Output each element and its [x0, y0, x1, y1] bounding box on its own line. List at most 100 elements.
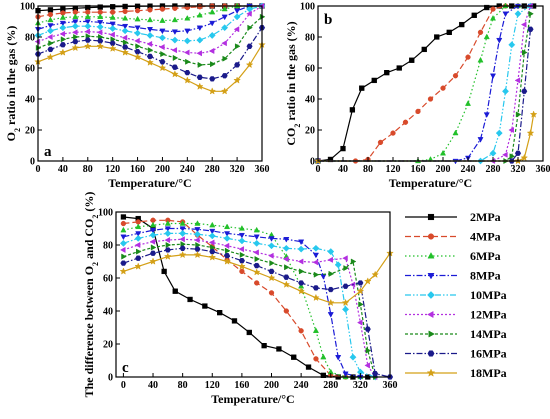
data-point-4MPa	[147, 7, 153, 13]
data-point-12MPa	[238, 246, 245, 253]
x-axis-title: Temperature/°C	[108, 176, 191, 190]
data-point-10MPa	[196, 36, 204, 44]
data-point-16MPa	[84, 37, 91, 43]
data-point-10MPa	[109, 25, 117, 32]
y-tick-label: 20	[103, 340, 113, 351]
data-point-18MPa	[252, 268, 261, 276]
y-axis-title: The difference between O2 and CO2 (%)	[82, 192, 100, 398]
data-point-6MPa	[97, 13, 104, 20]
data-point-16MPa	[514, 150, 522, 156]
data-point-18MPa	[326, 298, 335, 307]
data-point-4MPa	[110, 9, 116, 15]
data-point-6MPa	[120, 226, 127, 233]
data-point-10MPa	[233, 13, 241, 21]
data-point-16MPa	[150, 250, 157, 256]
series-line-14MPa	[318, 13, 532, 162]
data-point-8MPa	[122, 23, 129, 30]
data-point-14MPa	[197, 61, 204, 68]
series-10MPa	[34, 2, 266, 45]
data-point-10MPa	[208, 232, 216, 240]
data-point-10MPa	[297, 245, 305, 253]
data-point-6MPa	[253, 226, 260, 233]
series-8MPa	[120, 226, 364, 381]
y-tick-label: 60	[103, 274, 113, 285]
data-point-8MPa	[283, 237, 290, 243]
data-point-16MPa	[164, 247, 171, 253]
data-point-10MPa	[164, 229, 172, 237]
data-point-8MPa	[489, 73, 497, 80]
data-point-18MPa	[245, 60, 254, 69]
data-point-6MPa	[452, 129, 459, 136]
y-tick-label: 60	[305, 64, 315, 75]
data-point-4MPa	[283, 308, 289, 314]
data-point-8MPa	[312, 252, 320, 259]
legend-marker	[427, 213, 435, 221]
data-point-10MPa	[179, 229, 187, 237]
data-point-2MPa	[161, 268, 167, 275]
data-point-2MPa	[320, 372, 327, 379]
data-point-10MPa	[514, 10, 522, 18]
data-point-10MPa	[312, 244, 320, 252]
data-point-18MPa	[158, 63, 167, 72]
data-point-14MPa	[224, 247, 231, 254]
data-point-6MPa	[149, 221, 157, 228]
legend-marker	[427, 233, 435, 240]
data-point-4MPa	[122, 8, 128, 15]
data-point-16MPa	[283, 274, 290, 280]
x-tick-label: 160	[234, 380, 249, 391]
data-point-16MPa	[364, 326, 371, 332]
data-point-14MPa	[222, 55, 229, 62]
data-point-8MPa	[134, 25, 141, 32]
data-point-12MPa	[119, 246, 126, 254]
data-point-18MPa	[146, 58, 154, 66]
legend-label: 4MPa	[470, 230, 501, 244]
data-point-8MPa	[298, 239, 305, 246]
data-point-6MPa	[84, 13, 91, 20]
data-point-10MPa	[253, 239, 261, 247]
data-point-8MPa	[149, 227, 157, 234]
data-point-18MPa	[282, 280, 291, 288]
data-point-16MPa	[134, 49, 141, 55]
data-point-4MPa	[477, 29, 484, 35]
data-point-4MPa	[415, 108, 421, 115]
data-point-2MPa	[459, 21, 465, 28]
data-point-18MPa	[529, 110, 538, 118]
data-point-12MPa	[47, 33, 53, 41]
series-10MPa	[314, 2, 534, 165]
data-point-14MPa	[60, 36, 67, 43]
x-tick-label: 0	[121, 380, 126, 391]
data-point-6MPa	[122, 14, 129, 21]
data-point-4MPa	[239, 268, 245, 275]
data-point-16MPa	[234, 62, 241, 68]
legend-item-8MPa: 8MPa	[405, 269, 501, 283]
data-point-8MPa	[164, 226, 171, 232]
data-point-14MPa	[160, 50, 166, 58]
data-point-2MPa	[110, 4, 116, 10]
data-point-10MPa	[134, 234, 142, 242]
data-point-18MPa	[520, 153, 529, 162]
data-point-6MPa	[72, 13, 79, 20]
y-tick-label: 40	[25, 95, 35, 106]
data-point-4MPa	[402, 119, 409, 125]
data-point-2MPa	[359, 85, 365, 91]
data-point-12MPa	[121, 34, 128, 41]
data-point-8MPa	[234, 8, 241, 15]
y-axis-title-part: ratio in the gas (%)	[284, 21, 298, 123]
data-point-8MPa	[59, 20, 66, 27]
legend-item-4MPa: 4MPa	[405, 230, 501, 244]
legend-label: 16MPa	[470, 347, 507, 361]
data-point-18MPa	[71, 43, 80, 52]
data-point-16MPa	[521, 88, 528, 94]
y-axis-title-part: 2	[91, 215, 100, 219]
data-point-10MPa	[46, 27, 54, 35]
y-tick-label: 40	[103, 307, 113, 318]
data-point-8MPa	[483, 112, 490, 118]
data-point-12MPa	[59, 30, 66, 37]
data-point-8MPa	[47, 23, 54, 29]
data-point-14MPa	[239, 251, 246, 258]
data-point-16MPa	[527, 26, 534, 32]
x-tick-label: 320	[230, 164, 245, 175]
data-point-12MPa	[223, 242, 230, 249]
data-point-8MPa	[335, 355, 342, 361]
data-point-14MPa	[528, 10, 534, 17]
